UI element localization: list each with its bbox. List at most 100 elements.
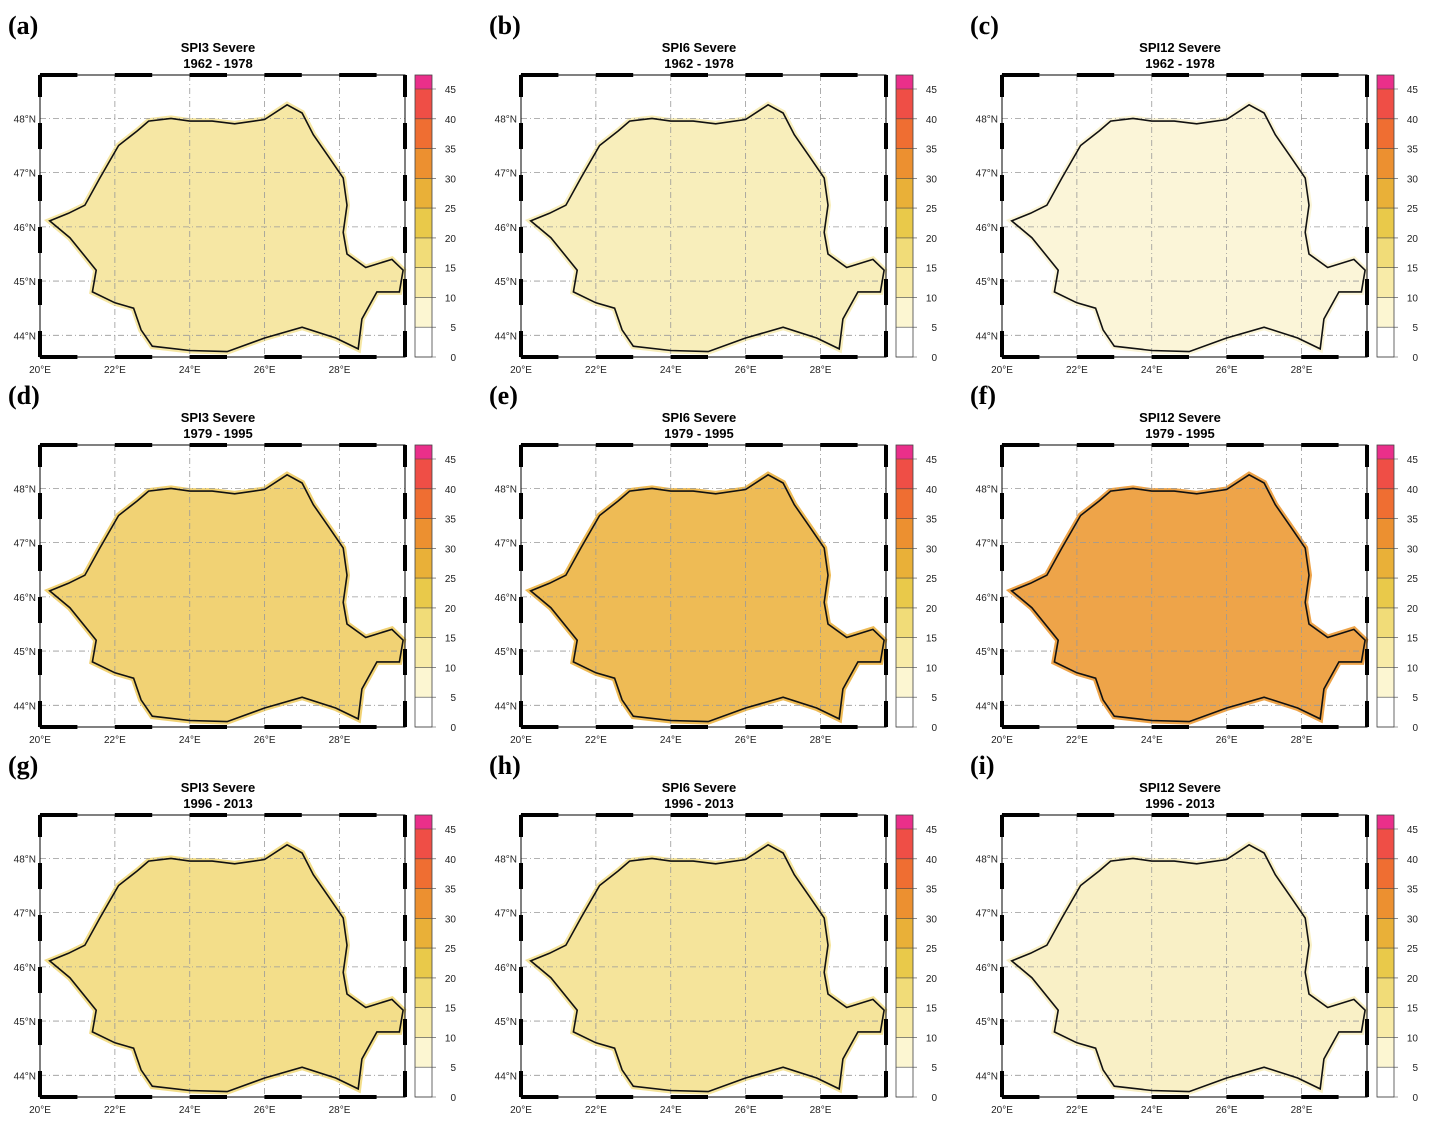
lon-label: 22°E xyxy=(1066,365,1088,376)
colorbar-segment xyxy=(1377,1067,1394,1097)
colorbar-tick-label: 0 xyxy=(450,723,456,734)
lat-label: 45°N xyxy=(14,647,36,658)
lat-label: 47°N xyxy=(14,539,36,550)
colorbar-segment xyxy=(1377,1037,1394,1068)
colorbar-segment xyxy=(896,327,913,357)
colorbar-segment xyxy=(896,178,913,209)
colorbar-tick-label: 30 xyxy=(1407,914,1419,925)
colorbar-segment xyxy=(415,667,432,698)
colorbar-segment xyxy=(415,1067,432,1097)
colorbar-segment xyxy=(896,75,913,89)
lat-label: 47°N xyxy=(495,909,517,920)
colorbar-segment xyxy=(415,888,432,919)
lon-label: 24°E xyxy=(179,735,201,746)
lat-label: 47°N xyxy=(495,169,517,180)
lon-label: 22°E xyxy=(1066,735,1088,746)
colorbar-tick-label: 30 xyxy=(926,914,938,925)
colorbar-tick-label: 25 xyxy=(445,944,457,955)
colorbar-tick-label: 0 xyxy=(931,723,937,734)
colorbar-segment xyxy=(896,829,913,859)
colorbar-tick-label: 20 xyxy=(445,974,457,985)
lon-label: 24°E xyxy=(179,1105,201,1116)
colorbar-segment xyxy=(1377,578,1394,608)
lon-label: 20°E xyxy=(991,365,1013,376)
colorbar-tick-label: 30 xyxy=(445,914,457,925)
colorbar-tick-label: 45 xyxy=(445,455,457,466)
colorbar-segment xyxy=(415,637,432,668)
lon-label: 20°E xyxy=(29,365,51,376)
colorbar-tick-label: 25 xyxy=(926,204,938,215)
lat-label: 47°N xyxy=(14,169,36,180)
lon-label: 26°E xyxy=(254,735,276,746)
colorbar-tick-label: 15 xyxy=(445,634,457,645)
colorbar-tick-label: 25 xyxy=(926,574,938,585)
colorbar-tick-label: 40 xyxy=(445,855,457,866)
colorbar-segment xyxy=(415,977,432,1008)
lat-label: 47°N xyxy=(976,169,998,180)
lon-label: 22°E xyxy=(104,1105,126,1116)
colorbar-segment xyxy=(1377,237,1394,268)
colorbar-tick-label: 15 xyxy=(926,264,938,275)
panel-title: SPI3 Severe xyxy=(181,40,255,55)
panel-title: SPI12 Severe xyxy=(1139,40,1221,55)
colorbar-segment xyxy=(1377,178,1394,209)
colorbar-segment xyxy=(415,89,432,119)
lon-label: 22°E xyxy=(585,1105,607,1116)
colorbar-segment xyxy=(1377,208,1394,238)
lon-label: 28°E xyxy=(810,735,832,746)
colorbar-segment xyxy=(1377,607,1394,638)
lon-label: 24°E xyxy=(1141,735,1163,746)
country-border xyxy=(48,843,404,1093)
colorbar-tick-label: 30 xyxy=(1407,174,1419,185)
colorbar-tick-label: 5 xyxy=(1412,693,1418,704)
colorbar-tick-label: 45 xyxy=(445,85,457,96)
lat-label: 47°N xyxy=(495,539,517,550)
lon-label: 26°E xyxy=(735,735,757,746)
lon-label: 28°E xyxy=(1291,1105,1313,1116)
colorbar-segment xyxy=(1377,697,1394,727)
panel-label: (a) xyxy=(8,11,38,40)
colorbar-segment xyxy=(896,815,913,829)
colorbar-segment xyxy=(896,445,913,459)
colorbar-segment xyxy=(1377,667,1394,698)
lon-label: 28°E xyxy=(329,735,351,746)
lat-label: 45°N xyxy=(14,1017,36,1028)
colorbar-segment xyxy=(1377,327,1394,357)
lon-label: 28°E xyxy=(329,1105,351,1116)
country-border xyxy=(48,103,404,353)
colorbar-tick-label: 35 xyxy=(445,885,457,896)
colorbar-tick-label: 45 xyxy=(445,825,457,836)
lat-label: 48°N xyxy=(976,114,998,125)
lat-label: 46°N xyxy=(14,593,36,604)
colorbar-tick-label: 15 xyxy=(445,264,457,275)
panel-label: (h) xyxy=(489,751,521,780)
colorbar-segment xyxy=(415,178,432,209)
colorbar-segment xyxy=(896,977,913,1008)
colorbar-segment xyxy=(415,1037,432,1068)
colorbar-tick-label: 30 xyxy=(445,174,457,185)
colorbar-tick-label: 25 xyxy=(1407,944,1419,955)
panel-period: 1979 - 1995 xyxy=(183,426,252,441)
colorbar-segment xyxy=(1377,637,1394,668)
lon-label: 28°E xyxy=(810,365,832,376)
colorbar-tick-label: 0 xyxy=(1412,353,1418,364)
colorbar-segment xyxy=(896,888,913,919)
colorbar-segment xyxy=(1377,118,1394,149)
lon-label: 26°E xyxy=(254,365,276,376)
colorbar-segment xyxy=(896,548,913,579)
panel-title: SPI3 Severe xyxy=(181,780,255,795)
colorbar-tick-label: 10 xyxy=(926,1033,938,1044)
colorbar-segment xyxy=(1377,459,1394,489)
lat-label: 44°N xyxy=(495,701,517,712)
panel-title: SPI12 Severe xyxy=(1139,410,1221,425)
lon-label: 20°E xyxy=(510,735,532,746)
lat-label: 46°N xyxy=(976,963,998,974)
lat-label: 44°N xyxy=(495,1071,517,1082)
colorbar-tick-label: 10 xyxy=(1407,663,1419,674)
colorbar-segment xyxy=(896,1007,913,1038)
panel-period: 1996 - 2013 xyxy=(664,796,733,811)
